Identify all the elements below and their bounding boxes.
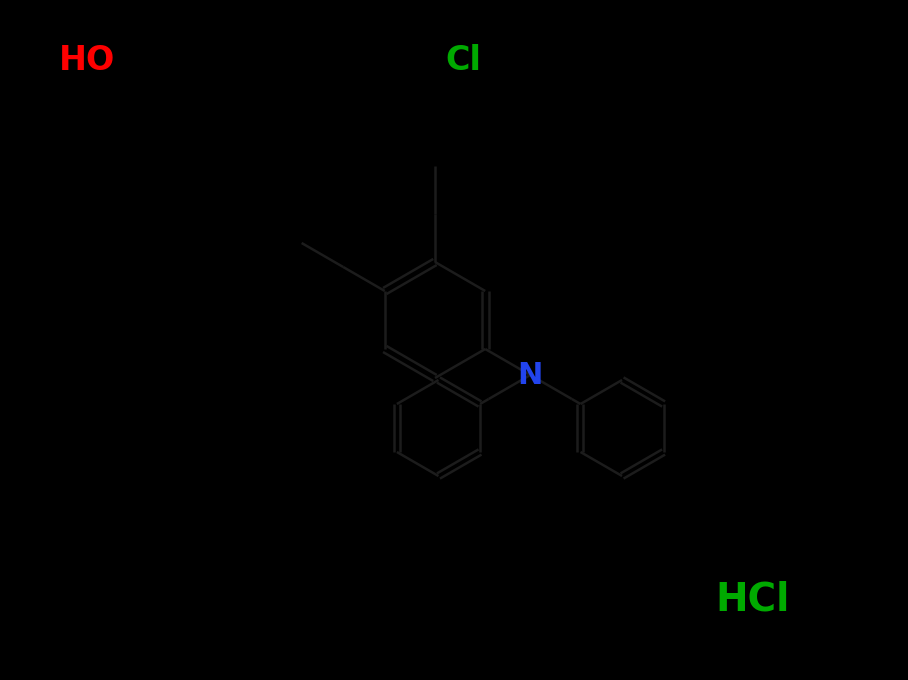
Text: N: N <box>518 360 543 390</box>
Text: HO: HO <box>59 44 115 78</box>
Text: Cl: Cl <box>445 44 481 78</box>
Text: HCl: HCl <box>716 581 790 619</box>
